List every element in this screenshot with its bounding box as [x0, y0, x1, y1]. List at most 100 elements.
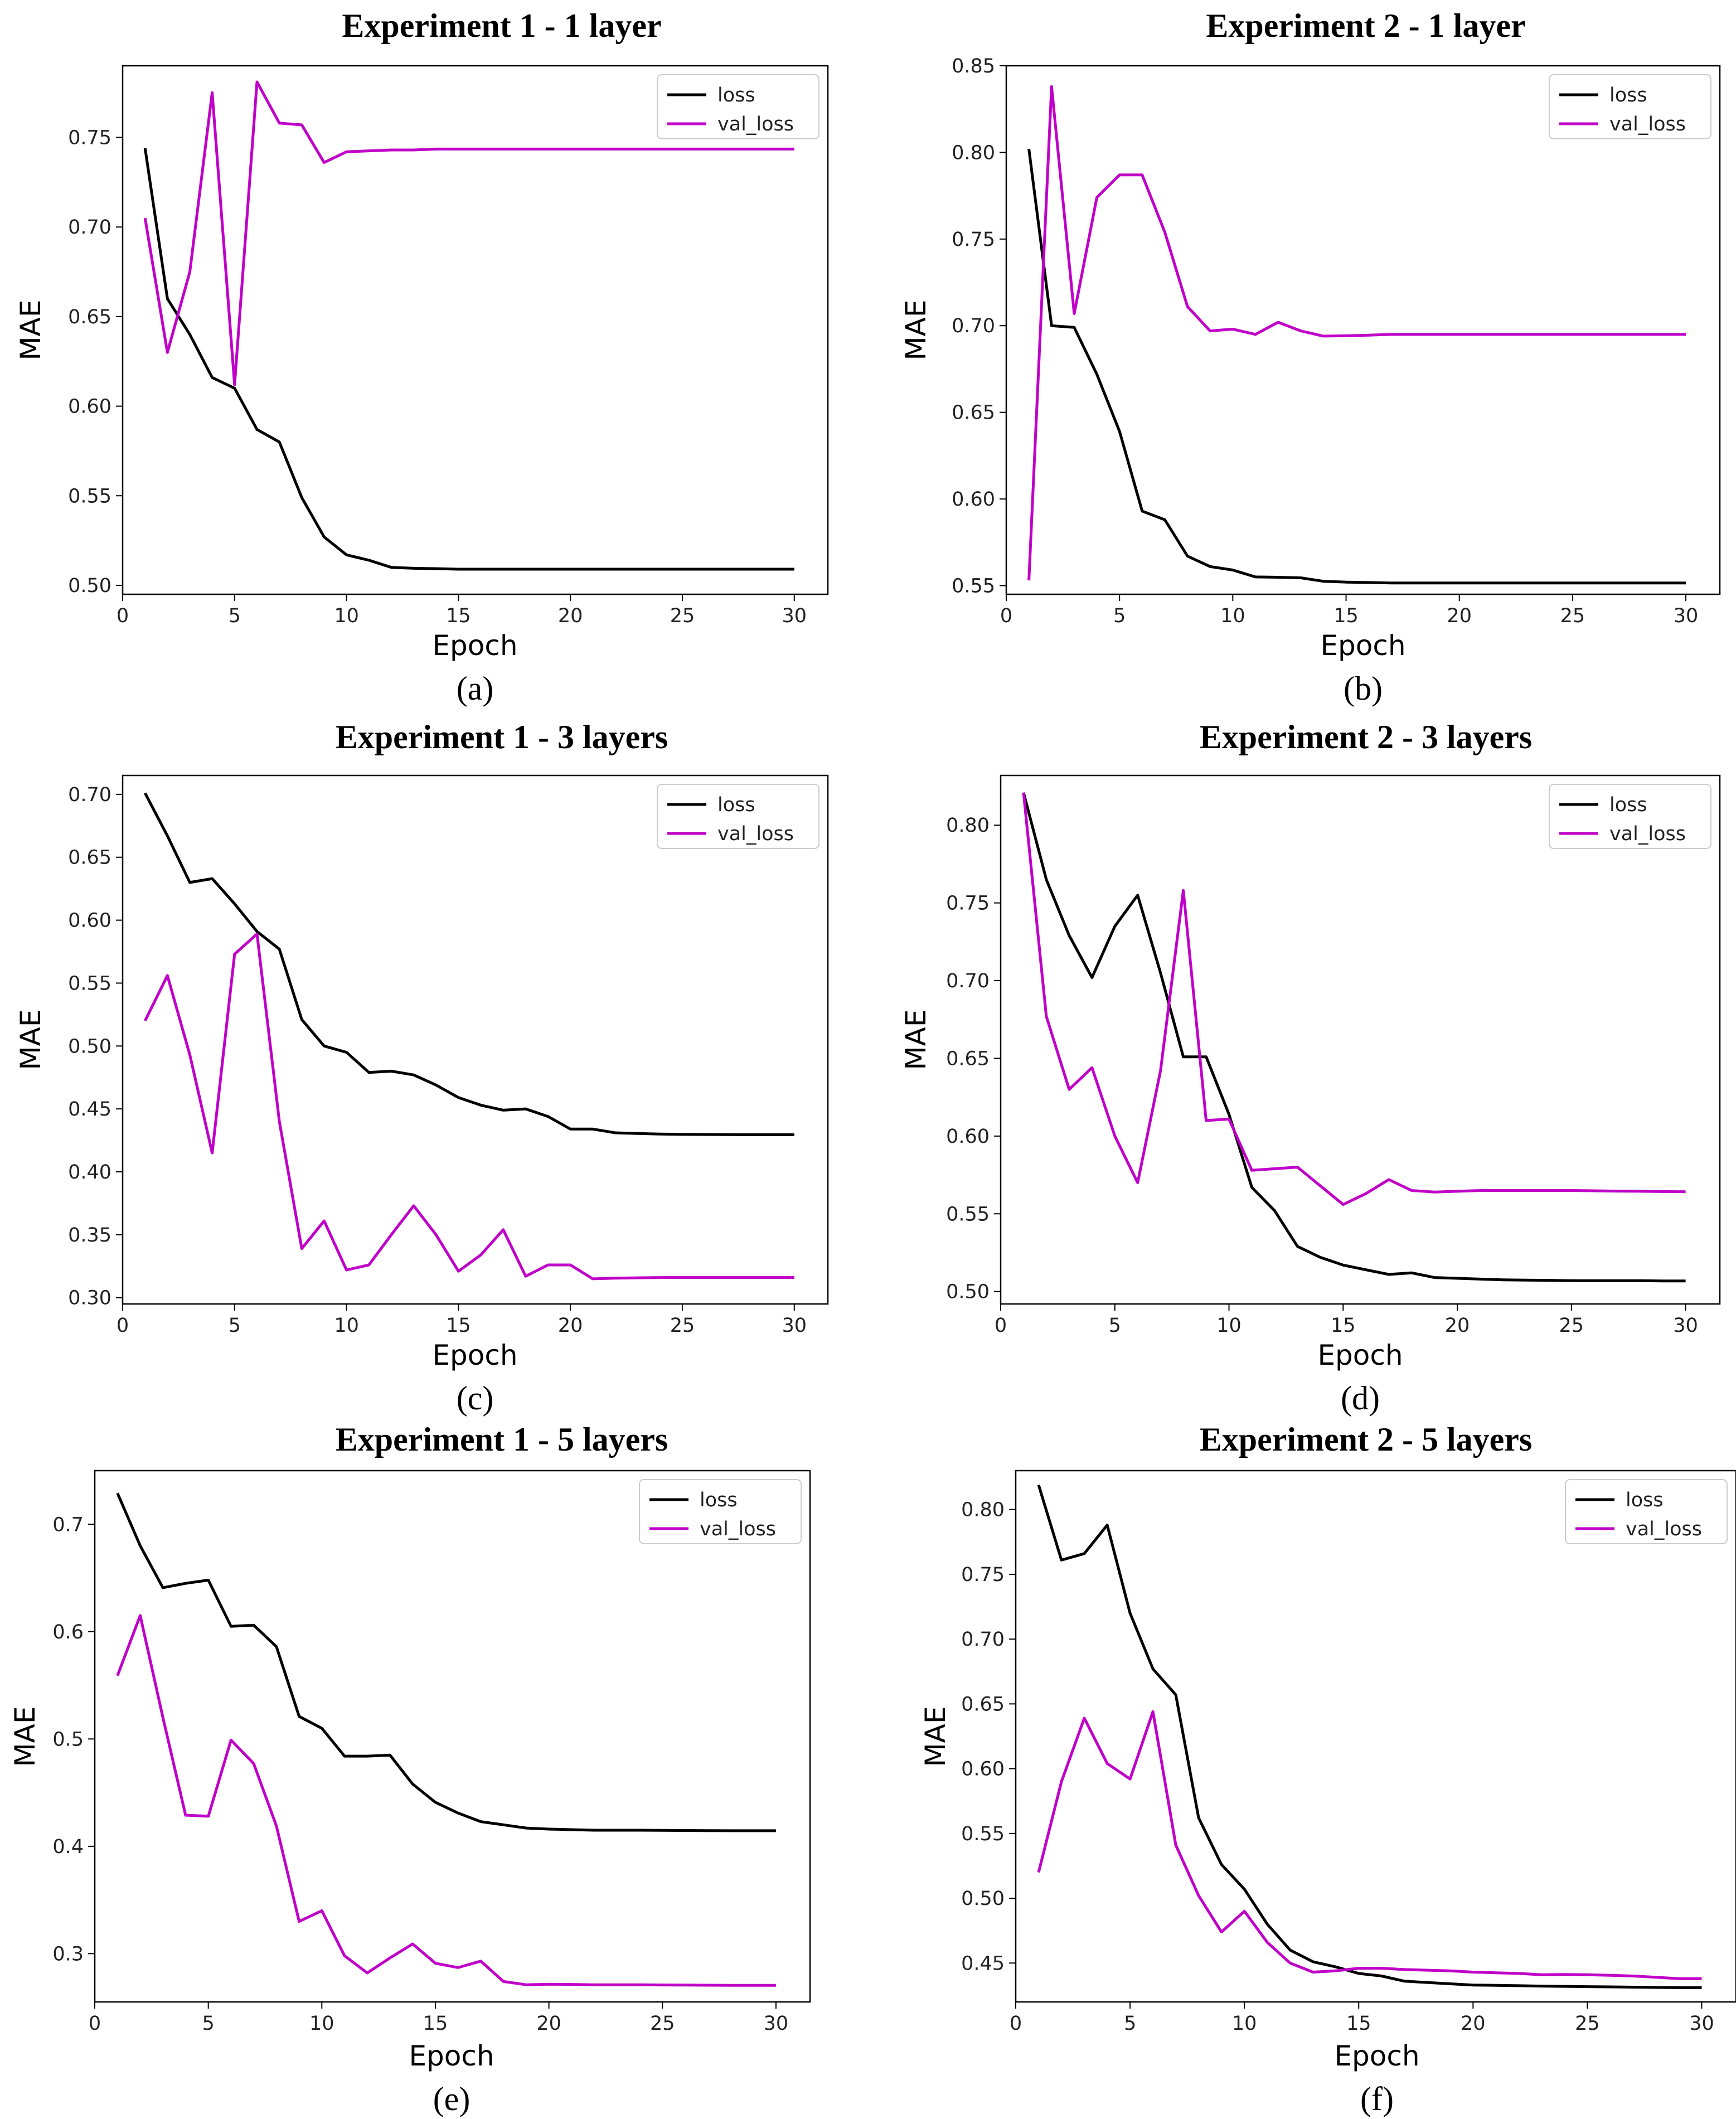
x-tick-label: 0: [89, 2013, 101, 2035]
x-axis-label: Epoch: [1334, 2040, 1419, 2072]
x-tick-label: 25: [1560, 605, 1585, 627]
legend-label-loss: loss: [1609, 794, 1647, 816]
x-axis-label: Epoch: [409, 2040, 494, 2072]
x-tick-label: 30: [782, 1315, 807, 1337]
y-tick-label: 0.55: [952, 575, 995, 597]
y-tick-label: 0.65: [961, 1693, 1005, 1715]
y-axis-label: MAE: [900, 1010, 932, 1070]
plot-area: 0 5 10 15 20 25 30 0.50 0.55 0.60 0.65 0.70 0.75 loss…: [68, 65, 829, 627]
y-tick-label: 0.75: [961, 1564, 1005, 1586]
y-tick-label: 0.65: [946, 1048, 990, 1070]
y-tick-label: 0.70: [952, 315, 995, 337]
axes-frame: [1015, 1470, 1736, 2003]
x-tick-label: 30: [782, 605, 807, 627]
chart-panel-b: Experiment 2 - 1 layer Epoch MAE (b) 0 5 1…: [900, 7, 1721, 707]
series-line-loss: [1027, 148, 1686, 585]
x-tick-label: 20: [558, 1315, 583, 1337]
chart-title: Experiment 1 - 5 layers: [336, 1421, 668, 1458]
series-line-val-loss: [143, 80, 794, 386]
panel-caption: (a): [457, 670, 494, 707]
series-line-loss: [1037, 1484, 1702, 1989]
x-tick-label: 30: [1689, 2013, 1714, 2035]
axes-frame: [122, 65, 829, 595]
y-tick-label: 0.30: [68, 1287, 111, 1310]
x-tick-label: 5: [1124, 2013, 1136, 2035]
plot-area: 0 5 10 15 20 25 30 0.55 0.60 0.65 0.70 0.75 0.80 0.85…: [952, 55, 1721, 627]
y-tick-label: 0.60: [68, 396, 111, 418]
panel-caption: (f): [1360, 2081, 1394, 2117]
panel-caption: (d): [1341, 1380, 1380, 1417]
axes-frame: [1000, 774, 1721, 1305]
y-axis-label: MAE: [919, 1706, 952, 1767]
legend-label-val-loss: val_loss: [1626, 1518, 1702, 1540]
chart-title: Experiment 1 - 1 layer: [342, 7, 661, 44]
x-tick-label: 30: [764, 2013, 789, 2035]
axes-frame: [94, 1470, 811, 2003]
series-line-loss: [143, 148, 794, 571]
plot-area: 0 5 10 15 20 25 30 0.3 0.4 0.5 0.6 0.7 loss val_loss: [52, 1470, 811, 2035]
x-tick-label: 5: [202, 2013, 215, 2035]
y-tick-label: 0.70: [946, 970, 990, 992]
x-tick-label: 25: [670, 605, 695, 627]
y-tick-label: 0.80: [952, 142, 995, 164]
plot-area: 0 5 10 15 20 25 30 0.50 0.55 0.60 0.65 0.70 0.75 0.80…: [946, 774, 1721, 1337]
legend-label-val-loss: val_loss: [717, 113, 794, 135]
x-tick-label: 25: [670, 1315, 695, 1337]
chart-panel-a: Experiment 1 - 1 layer Epoch MAE (a) 0 5 1…: [14, 7, 829, 707]
x-tick-label: 20: [1461, 2013, 1486, 2035]
x-axis-label: Epoch: [432, 629, 517, 662]
x-tick-label: 10: [1232, 2013, 1257, 2035]
x-tick-label: 15: [1346, 2013, 1371, 2035]
chart-title: Experiment 2 - 1 layer: [1206, 7, 1525, 44]
y-tick-label: 0.55: [946, 1203, 990, 1225]
x-tick-label: 15: [446, 1315, 471, 1337]
y-tick-label: 0.70: [68, 216, 111, 239]
y-axis-label: MAE: [14, 1010, 47, 1070]
x-tick-label: 5: [1113, 605, 1126, 627]
y-axis-label: MAE: [9, 1706, 41, 1767]
x-axis-label: Epoch: [1317, 1339, 1403, 1371]
axes-frame: [1005, 65, 1721, 595]
y-tick-label: 0.4: [52, 1836, 84, 1858]
y-tick-label: 0.40: [68, 1161, 111, 1184]
x-tick-label: 20: [536, 2013, 561, 2035]
series-line-val-loss: [116, 1614, 776, 1987]
y-axis-label: MAE: [14, 300, 47, 361]
x-axis-label: Epoch: [1320, 629, 1405, 662]
series-line-loss: [143, 792, 794, 1136]
chart-panel-c: Experiment 1 - 3 layers Epoch MAE (c) 0 5…: [14, 719, 829, 1417]
y-tick-label: 0.70: [961, 1628, 1005, 1651]
legend-label-val-loss: val_loss: [1609, 113, 1686, 135]
x-tick-label: 0: [117, 605, 129, 627]
y-tick-label: 0.55: [68, 485, 111, 507]
x-tick-label: 10: [309, 2013, 334, 2035]
y-tick-label: 0.75: [952, 229, 995, 251]
y-tick-label: 0.80: [946, 814, 990, 837]
y-tick-label: 0.60: [946, 1126, 990, 1148]
x-tick-label: 25: [1559, 1315, 1584, 1337]
legend-label-val-loss: val_loss: [1609, 823, 1686, 845]
y-tick-label: 0.45: [961, 1952, 1005, 1975]
panel-caption: (e): [433, 2081, 471, 2117]
series-line-val-loss: [1027, 85, 1686, 581]
plot-area: 0 5 10 15 20 25 30 0.45 0.50 0.55 0.60 0.65 0.70 0.75…: [961, 1470, 1736, 2035]
chart-panel-d: Experiment 2 - 3 layers Epoch MAE (d) 0 5…: [900, 719, 1721, 1417]
y-tick-label: 0.60: [68, 910, 111, 932]
y-tick-label: 0.6: [52, 1621, 84, 1643]
legend-label-val-loss: val_loss: [700, 1518, 776, 1540]
y-tick-label: 0.65: [68, 847, 111, 869]
y-tick-label: 0.65: [952, 402, 995, 424]
series-line-val-loss: [143, 932, 794, 1281]
y-tick-label: 0.65: [68, 306, 111, 328]
y-tick-label: 0.75: [946, 893, 990, 915]
y-tick-label: 0.50: [946, 1281, 990, 1303]
x-tick-label: 10: [334, 605, 359, 627]
y-tick-label: 0.45: [68, 1098, 111, 1121]
series-line-loss: [116, 1492, 776, 1832]
x-tick-label: 15: [1333, 605, 1359, 627]
x-tick-label: 15: [1331, 1315, 1356, 1337]
chart-title: Experiment 2 - 5 layers: [1200, 1421, 1533, 1458]
y-tick-label: 0.35: [68, 1224, 111, 1247]
chart-panel-e: Experiment 1 - 5 layers Epoch MAE (e) 0 5…: [9, 1421, 811, 2117]
x-tick-label: 10: [1216, 1315, 1242, 1337]
